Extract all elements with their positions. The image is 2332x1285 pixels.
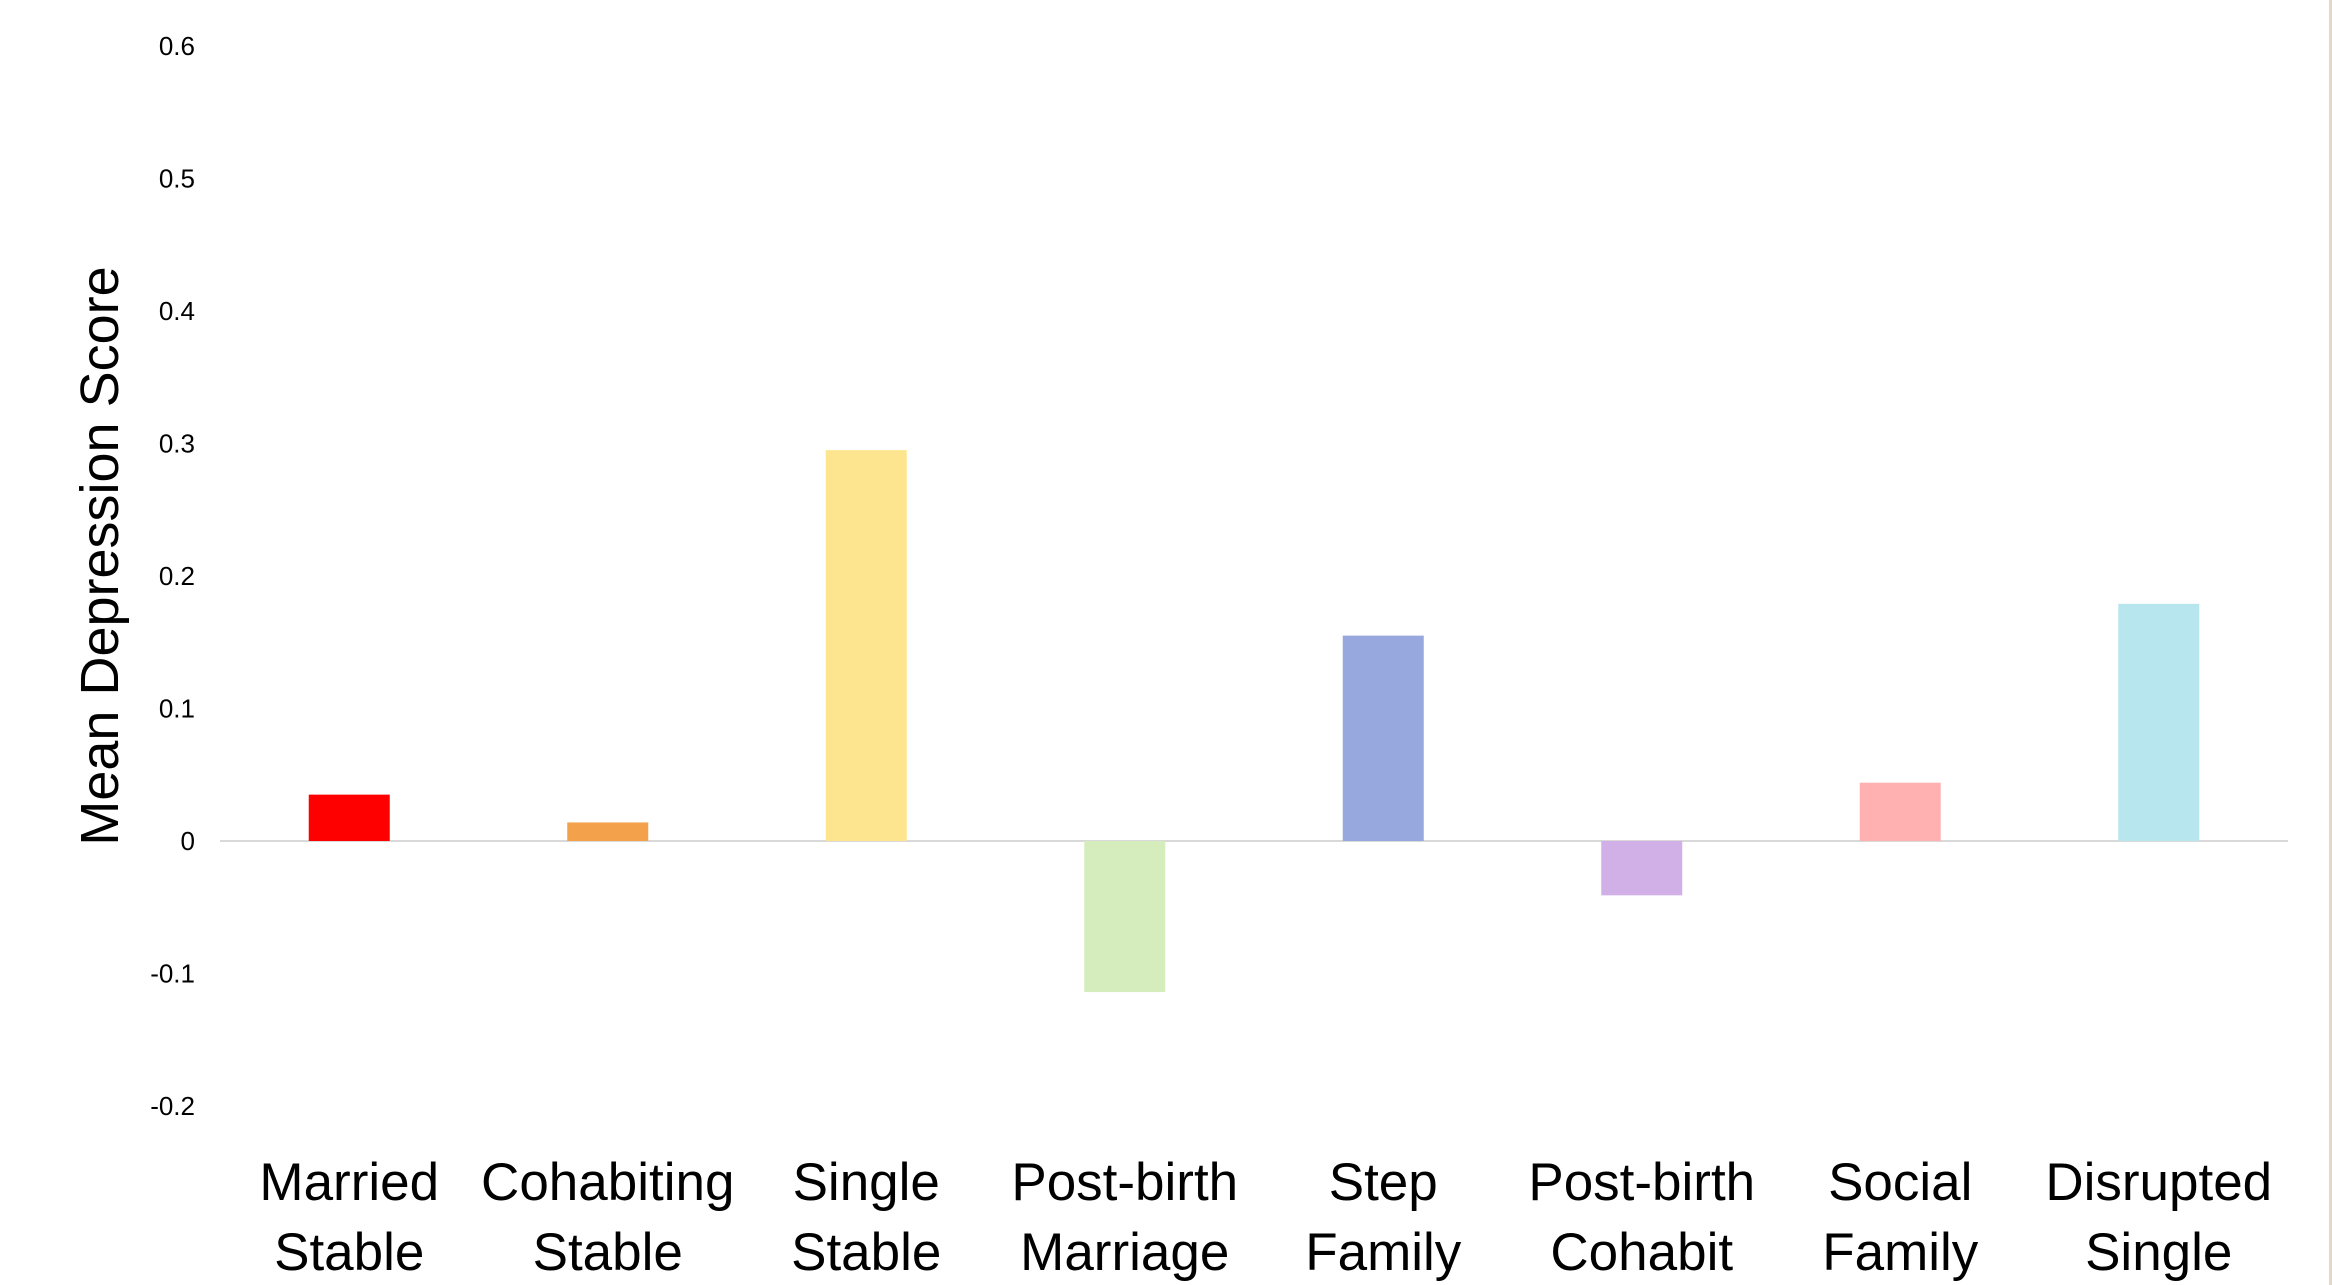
bar [567,822,649,841]
bar [1084,841,1166,993]
x-category-label: Post-birth [1011,1153,1238,1212]
bar [1601,841,1683,896]
x-category-label: Stable [533,1223,683,1282]
y-tick-label: -0.1 [150,959,195,989]
y-tick-label: -0.2 [150,1091,195,1121]
y-tick-label: 0.2 [159,561,195,591]
x-axis-categories: Married Stable Cohabiting Stable Single Stabl… [259,1153,2272,1282]
bar [308,794,390,841]
x-category-label: Post-birth [1528,1153,1755,1212]
x-category-label: Stable [274,1223,424,1282]
x-category-label: Single [793,1153,940,1212]
x-category-label: Cohabiting [481,1153,734,1212]
x-category-label: Marriage [1020,1223,1229,1282]
x-category-label: Married [259,1153,439,1212]
y-tick-label: 0.1 [159,694,195,724]
x-category-label: Social [1828,1153,1972,1212]
bar [2118,603,2200,841]
bar [1342,635,1424,841]
y-tick-label: 0.4 [159,296,195,326]
bars [308,450,2200,993]
x-category-label: Family [1822,1223,1979,1282]
y-tick-label: 0.5 [159,164,195,194]
right-edge-rule [2329,0,2332,1285]
x-category-label: Step [1329,1153,1438,1212]
bar [825,450,907,841]
x-category-label: Cohabit [1550,1223,1733,1282]
x-category-label: Stable [791,1223,941,1282]
x-category-label: Single [2085,1223,2232,1282]
y-tick-label: 0.3 [159,429,195,459]
y-tick-label: 0.6 [159,31,195,61]
y-tick-label: 0 [181,826,195,856]
bar [1859,782,1941,841]
x-category-label: Disrupted [2045,1153,2272,1212]
y-axis-title: Mean Depression Score [70,266,130,845]
y-axis-ticks: 0.6 0.5 0.4 0.3 0.2 0.1 0 -0.1 -0.2 [150,31,195,1121]
x-category-label: Family [1305,1223,1462,1282]
